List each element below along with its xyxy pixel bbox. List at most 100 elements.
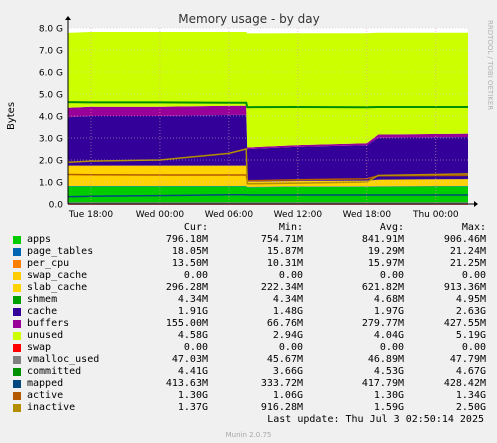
legend-swatch bbox=[13, 236, 21, 244]
legend-value-max: 5.19G bbox=[455, 330, 486, 341]
legend-header-cur: Cur: bbox=[183, 222, 208, 233]
legend-swatch bbox=[13, 356, 21, 364]
legend-value-max: 428.42M bbox=[443, 378, 486, 389]
last-update: Last update: Thu Jul 3 02:50:14 2025 bbox=[267, 414, 484, 425]
legend-row-page-tables: page_tables 18.05M 15.87M 19.29M 21.24M bbox=[10, 246, 490, 258]
legend-label: mapped bbox=[27, 378, 64, 389]
x-axis-arrow bbox=[474, 201, 478, 207]
legend-swatch bbox=[13, 404, 21, 412]
legend-label: apps bbox=[27, 234, 52, 245]
legend-row-shmem: shmem 4.34M 4.34M 4.68M 4.95M bbox=[10, 294, 490, 306]
legend-value-avg: 4.04G bbox=[373, 330, 404, 341]
legend-value-avg: 0.00 bbox=[379, 342, 404, 353]
rrdtool-credit: RRDTOOL / TOBI OETIKER bbox=[486, 20, 494, 110]
legend-header: Cur: Min: Avg: Max: bbox=[10, 222, 490, 234]
y-tick-label: 3.0 G bbox=[39, 135, 63, 145]
legend-value-cur: 1.30G bbox=[177, 390, 208, 401]
stacked-areas bbox=[68, 32, 468, 204]
legend-value-cur: 0.00 bbox=[183, 270, 208, 281]
legend-row-apps: apps 796.18M 754.71M 841.91M 906.46M bbox=[10, 234, 490, 246]
legend-label: shmem bbox=[27, 294, 58, 305]
legend-swatch bbox=[13, 296, 21, 304]
area-cache bbox=[68, 114, 468, 182]
legend-value-min: 15.87M bbox=[266, 246, 303, 257]
legend-label: page_tables bbox=[27, 246, 94, 257]
legend-value-min: 333.72M bbox=[260, 378, 303, 389]
legend-value-avg: 1.30G bbox=[373, 390, 404, 401]
legend-swatch bbox=[13, 332, 21, 340]
y-tick-label: 8.0 G bbox=[39, 25, 63, 35]
legend-value-max: 2.50G bbox=[455, 402, 486, 413]
y-tick-label: 6.0 G bbox=[39, 69, 63, 79]
legend-value-min: 1.48G bbox=[272, 306, 303, 317]
legend-label: slab_cache bbox=[27, 282, 88, 293]
legend-value-min: 1.06G bbox=[272, 390, 303, 401]
y-tick-label: 5.0 G bbox=[39, 91, 63, 101]
legend-row-per-cpu: per_cpu 13.50M 10.31M 15.97M 21.25M bbox=[10, 258, 490, 270]
chart-title: Memory usage - by day bbox=[178, 12, 319, 26]
line-mapped bbox=[67, 194, 468, 198]
legend-value-avg: 4.53G bbox=[373, 366, 404, 377]
legend-swatch bbox=[13, 308, 21, 316]
legend-value-cur: 413.63M bbox=[165, 378, 208, 389]
legend-value-min: 754.71M bbox=[260, 234, 303, 245]
legend-value-max: 21.25M bbox=[449, 258, 486, 269]
legend-value-cur: 1.37G bbox=[177, 402, 208, 413]
legend-value-min: 0.00 bbox=[278, 342, 303, 353]
legend-value-cur: 155.00M bbox=[165, 318, 208, 329]
area-per-cpu bbox=[68, 185, 468, 187]
x-tick-label: Thu 00:00 bbox=[412, 210, 459, 220]
legend-value-max: 4.67G bbox=[455, 366, 486, 377]
y-tick-label: 1.0 G bbox=[39, 179, 63, 189]
legend-swatch bbox=[13, 344, 21, 352]
legend-value-max: 2.63G bbox=[455, 306, 486, 317]
legend-value-min: 916.28M bbox=[260, 402, 303, 413]
legend-value-max: 913.36M bbox=[443, 282, 486, 293]
legend-row-mapped: mapped 413.63M 333.72M 417.79M 428.42M bbox=[10, 378, 490, 390]
legend-header-max: Max: bbox=[461, 222, 486, 233]
legend-value-avg: 4.68M bbox=[373, 294, 404, 305]
legend-label: buffers bbox=[27, 318, 70, 329]
legend-swatch bbox=[13, 380, 21, 388]
legend-value-cur: 4.34M bbox=[177, 294, 208, 305]
legend-row-unused: unused 4.58G 2.94G 4.04G 5.19G bbox=[10, 330, 490, 342]
legend-swatch bbox=[13, 284, 21, 292]
legend-row-committed: committed 4.41G 3.66G 4.53G 4.67G bbox=[10, 366, 490, 378]
legend-label: committed bbox=[27, 366, 82, 377]
legend-swatch bbox=[13, 248, 21, 256]
legend-value-max: 0.00 bbox=[461, 342, 486, 353]
legend-value-cur: 1.91G bbox=[177, 306, 208, 317]
legend-value-cur: 4.58G bbox=[177, 330, 208, 341]
legend-label: unused bbox=[27, 330, 64, 341]
legend-swatch bbox=[13, 320, 21, 328]
legend-table: Cur: Min: Avg: Max: apps 796.18M 754.71M 84… bbox=[10, 222, 490, 414]
legend-value-max: 47.79M bbox=[449, 354, 486, 365]
legend-row-swap-cache: swap_cache 0.00 0.00 0.00 0.00 bbox=[10, 270, 490, 282]
legend-label: swap_cache bbox=[27, 270, 88, 281]
legend-header-avg: Avg: bbox=[379, 222, 404, 233]
y-tick-label: 7.0 G bbox=[39, 47, 63, 57]
munin-version: Munin 2.0.75 bbox=[225, 431, 272, 439]
x-tick-label: Wed 12:00 bbox=[274, 210, 323, 220]
axes bbox=[65, 16, 478, 207]
legend-value-avg: 15.97M bbox=[367, 258, 404, 269]
legend-value-cur: 0.00 bbox=[183, 342, 208, 353]
legend-row-buffers: buffers 155.00M 66.76M 279.77M 427.55M bbox=[10, 318, 490, 330]
legend-header-min: Min: bbox=[278, 222, 303, 233]
legend-value-avg: 19.29M bbox=[367, 246, 404, 257]
legend-value-max: 427.55M bbox=[443, 318, 486, 329]
legend-value-min: 66.76M bbox=[266, 318, 303, 329]
legend-label: active bbox=[27, 390, 64, 401]
area-page-tables bbox=[68, 186, 468, 188]
legend-row-inactive: inactive 1.37G 916.28M 1.59G 2.50G bbox=[10, 402, 490, 414]
legend-row-cache: cache 1.91G 1.48G 1.97G 2.63G bbox=[10, 306, 490, 318]
legend-value-avg: 417.79M bbox=[361, 378, 404, 389]
line-committed bbox=[67, 101, 468, 109]
area-unused bbox=[68, 32, 468, 148]
legend-value-min: 10.31M bbox=[266, 258, 303, 269]
legend-value-cur: 13.50M bbox=[171, 258, 208, 269]
legend-value-max: 906.46M bbox=[443, 234, 486, 245]
y-ticks: 0.0 1.0 G 2.0 G 3.0 G 4.0 G 5.0 G 6.0 G 7.0 G 8.… bbox=[39, 25, 63, 211]
legend-value-min: 2.94G bbox=[272, 330, 303, 341]
